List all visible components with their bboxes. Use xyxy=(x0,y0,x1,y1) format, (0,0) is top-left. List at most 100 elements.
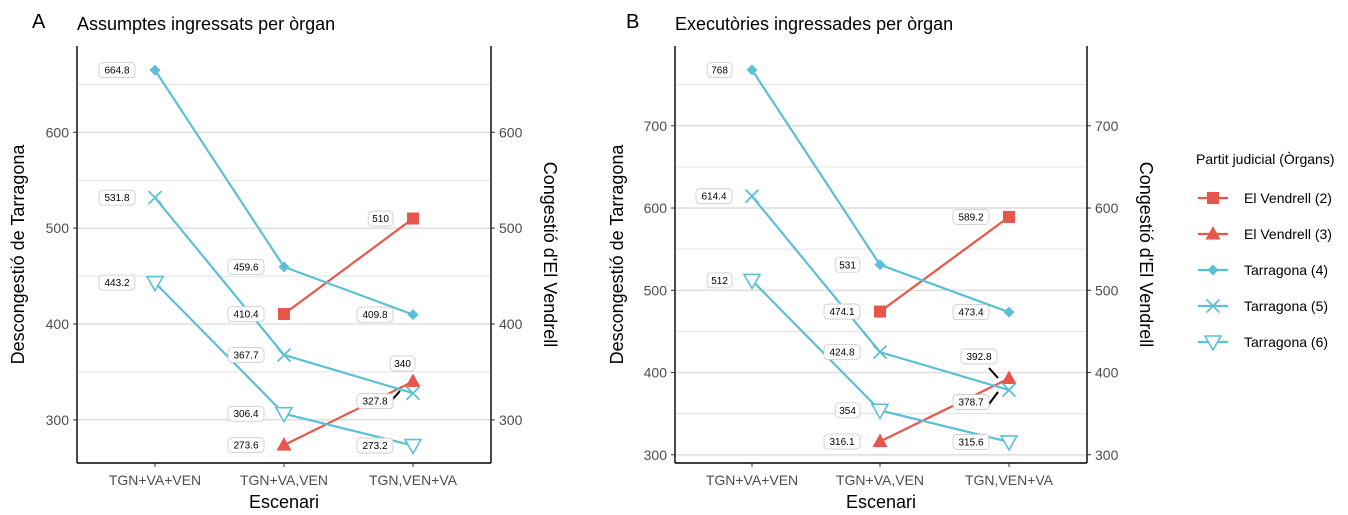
y-tick-label-right: 600 xyxy=(1095,200,1119,216)
data-label: 531 xyxy=(834,256,861,273)
data-label-text: 473.4 xyxy=(958,308,983,319)
y-axis-title-right: Congestió d'El Vendrell xyxy=(540,162,560,348)
data-label-box xyxy=(706,61,733,78)
data-label-box xyxy=(952,394,990,410)
data-point xyxy=(276,347,292,363)
data-label: 327.8 xyxy=(356,393,394,410)
y-tick-label-right: 500 xyxy=(1095,282,1119,298)
data-point xyxy=(742,273,762,291)
data-label-text: 316.1 xyxy=(829,437,854,448)
x-axis-title: Escenari xyxy=(846,492,916,512)
data-label: 315.6 xyxy=(952,434,990,450)
data-label: 510 xyxy=(367,210,394,227)
data-label-text: 589.2 xyxy=(958,212,983,223)
data-label-box xyxy=(389,355,416,372)
legend-marker xyxy=(1203,335,1223,352)
y-tick-label-right: 300 xyxy=(1095,447,1119,463)
data-label-text: 474.1 xyxy=(829,307,854,318)
data-point xyxy=(407,212,419,225)
legend-title: Partit judicial (Òrgans) xyxy=(1196,151,1335,167)
data-label-text: 367.7 xyxy=(233,350,258,361)
data-label-box xyxy=(952,304,990,321)
data-label-text: 531 xyxy=(839,260,856,271)
data-point xyxy=(149,64,161,76)
data-label-text: 315.6 xyxy=(958,437,983,448)
legend-item: Tarragona (4) xyxy=(1198,262,1328,278)
x-tick-label: TGN,VEN+VA xyxy=(369,472,458,488)
legend-item: Tarragona (5) xyxy=(1198,298,1328,314)
data-label-box xyxy=(823,433,861,450)
y-tick-label-right: 300 xyxy=(499,412,523,428)
y-tick-label-left: 600 xyxy=(46,124,70,140)
data-label: 614.4 xyxy=(695,188,733,205)
panel-title: Executòries ingressades per òrgan xyxy=(675,14,953,34)
data-label: 424.8 xyxy=(823,344,861,361)
data-point xyxy=(403,438,423,456)
legend-label: El Vendrell (3) xyxy=(1244,226,1332,242)
data-label-text: 273.6 xyxy=(233,441,258,452)
data-point xyxy=(405,373,421,388)
series-line-1 xyxy=(879,377,1010,443)
y-tick-label-right: 500 xyxy=(499,220,523,236)
series-line-2 xyxy=(154,69,414,316)
data-label-text: 410.4 xyxy=(233,310,258,321)
series-line-0 xyxy=(283,217,414,315)
data-label-box xyxy=(367,210,394,227)
data-label-text: 392.8 xyxy=(966,352,991,363)
data-label: 273.2 xyxy=(356,437,394,454)
data-label-box xyxy=(834,256,861,273)
panel-b: 300 300 400 400 500 500 600 600 700 700 TGN+VA+VEN… xyxy=(607,11,1156,512)
data-label-text: 340 xyxy=(394,359,411,370)
data-point xyxy=(278,261,290,273)
data-label-text: 531.8 xyxy=(104,193,129,204)
x-tick-label: TGN+VA+VEN xyxy=(706,472,798,488)
data-label: 273.6 xyxy=(227,437,265,454)
y-axis-title-left: Descongestió de Tarragona xyxy=(607,144,627,365)
legend-marker xyxy=(1205,298,1221,314)
data-point xyxy=(405,386,421,401)
data-label-box xyxy=(823,344,861,361)
data-label-text: 306.4 xyxy=(233,409,258,420)
data-label: 306.4 xyxy=(227,405,265,422)
data-label-box xyxy=(960,348,998,365)
data-label: 409.8 xyxy=(356,306,394,323)
data-point xyxy=(874,259,886,271)
legend-marker xyxy=(1207,192,1219,204)
data-point xyxy=(872,344,888,360)
series-line-1 xyxy=(283,380,414,447)
legend-marker xyxy=(1207,264,1219,276)
series-line-0 xyxy=(879,216,1010,313)
data-label-box xyxy=(952,209,990,225)
data-point xyxy=(872,433,888,448)
data-point xyxy=(407,309,419,321)
data-label-text: 459.6 xyxy=(233,262,258,273)
data-point xyxy=(278,308,290,321)
legend-marker xyxy=(1205,226,1221,240)
data-point xyxy=(746,64,758,76)
data-label-box xyxy=(356,393,394,410)
data-label-text: 378.7 xyxy=(958,398,983,409)
series-line-2 xyxy=(751,69,1010,314)
data-point xyxy=(147,190,163,205)
data-label-box xyxy=(834,402,861,419)
gridlines xyxy=(77,83,491,421)
label-leader-line xyxy=(988,367,999,379)
data-label: 473.4 xyxy=(952,304,990,321)
x-tick-label: TGN+VA,VEN xyxy=(836,472,924,488)
data-label: 664.8 xyxy=(98,62,136,79)
data-label-text: 354 xyxy=(839,406,856,417)
data-label-box xyxy=(98,274,136,291)
data-label-box xyxy=(356,306,394,323)
data-label: 474.1 xyxy=(823,303,861,320)
y-axis-title-right: Congestió d'El Vendrell xyxy=(1136,162,1156,348)
data-label-text: 424.8 xyxy=(829,348,854,359)
x-tick-label: TGN+VA,VEN xyxy=(240,472,328,488)
legend-label: Tarragona (5) xyxy=(1244,298,1328,314)
data-label: 768 xyxy=(706,61,733,78)
data-label-box xyxy=(952,434,990,450)
data-point xyxy=(145,275,165,293)
data-point xyxy=(274,406,294,424)
panel-a: 300 300 400 400 500 500 600 600 TGN+VA+VEN TGN+VA… xyxy=(8,11,560,512)
y-tick-label-left: 600 xyxy=(644,200,668,216)
